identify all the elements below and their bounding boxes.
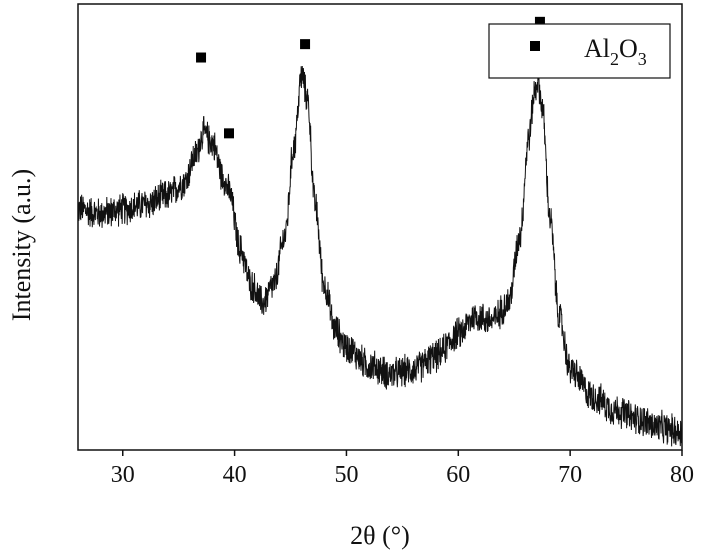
x-tick-label-40: 40 <box>223 462 247 488</box>
x-tick-label-50: 50 <box>334 462 358 488</box>
plot-layer <box>78 17 682 447</box>
peak-marker-1 <box>224 128 234 138</box>
peak-marker-0 <box>196 53 206 63</box>
peak-marker-2 <box>300 39 310 49</box>
x-tick-label-60: 60 <box>446 462 470 488</box>
series-line-0 <box>78 65 682 446</box>
y-axis-label: Intensity (a.u.) <box>7 169 36 321</box>
x-axis: 30 40 50 60 70 80 <box>111 450 694 488</box>
x-tick-label-70: 70 <box>558 462 582 488</box>
legend: Al2O3 <box>489 24 670 78</box>
x-tick-label-30: 30 <box>111 462 135 488</box>
x-tick-label-80: 80 <box>670 462 694 488</box>
x-axis-label: 2θ (°) <box>350 521 410 550</box>
legend-marker-square <box>530 41 540 51</box>
